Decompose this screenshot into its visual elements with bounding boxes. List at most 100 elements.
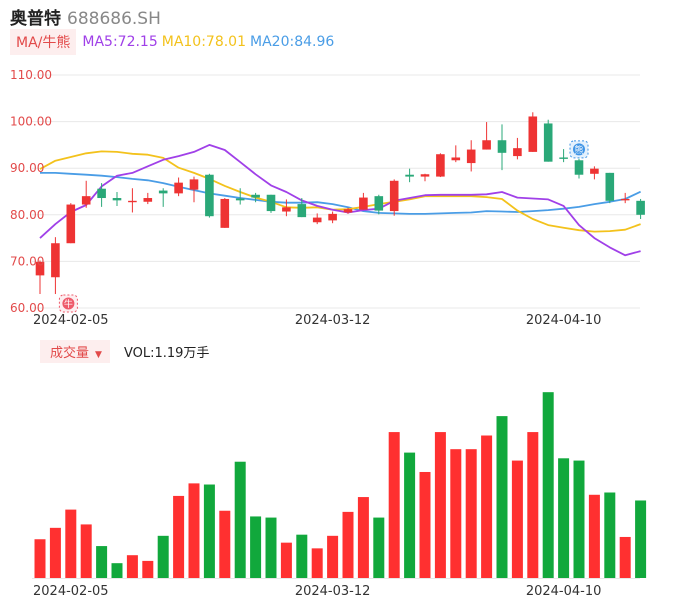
ma5-value: MA5:72.15 <box>82 34 158 50</box>
volume-bar[interactable] <box>527 432 539 578</box>
volume-bar[interactable] <box>280 542 292 578</box>
candle[interactable] <box>251 192 260 203</box>
volume-bar[interactable] <box>511 460 523 578</box>
volume-bar[interactable] <box>604 492 616 579</box>
candle[interactable] <box>436 153 445 178</box>
candle-body <box>482 140 491 150</box>
candle[interactable] <box>543 119 553 162</box>
volume-bar[interactable] <box>327 535 339 578</box>
volume-bar[interactable] <box>588 494 600 578</box>
candle[interactable] <box>282 199 291 217</box>
volume-bar[interactable] <box>219 510 231 578</box>
candle[interactable] <box>35 260 45 295</box>
volume-bar[interactable] <box>80 524 92 578</box>
candle[interactable] <box>590 166 599 180</box>
candle[interactable] <box>359 192 368 210</box>
candle[interactable] <box>636 198 645 219</box>
volume-bar[interactable] <box>203 484 215 578</box>
volume-bar[interactable] <box>311 548 323 578</box>
candle[interactable] <box>389 179 399 216</box>
volume-bar[interactable] <box>434 432 446 578</box>
candle[interactable] <box>235 188 245 205</box>
candle[interactable] <box>97 183 106 207</box>
candle[interactable] <box>220 198 230 228</box>
candle[interactable] <box>559 149 568 163</box>
candle-body <box>620 198 630 201</box>
volume-bar[interactable] <box>173 495 185 578</box>
volume-bar[interactable] <box>49 527 61 578</box>
volume-bar[interactable] <box>157 535 169 578</box>
volume-bar[interactable] <box>357 497 369 578</box>
volume-bar[interactable] <box>188 483 200 578</box>
ma5-line <box>39 143 641 257</box>
volume-bar[interactable] <box>635 500 647 578</box>
volume-bar[interactable] <box>34 539 46 578</box>
volume-bar[interactable] <box>404 452 416 578</box>
candle[interactable] <box>420 173 430 182</box>
candle[interactable] <box>266 194 276 213</box>
candle-body <box>343 209 353 213</box>
candle[interactable] <box>451 145 461 163</box>
stock-code: 688686.SH <box>67 9 161 29</box>
candle[interactable] <box>620 192 630 204</box>
candle-body <box>451 157 461 161</box>
volume-bar[interactable] <box>342 511 354 578</box>
volume-bar[interactable] <box>619 536 631 578</box>
volume-bar[interactable] <box>419 471 431 578</box>
candle[interactable] <box>66 203 76 244</box>
candle[interactable] <box>81 180 91 208</box>
candle[interactable] <box>297 198 307 218</box>
candle[interactable] <box>189 176 199 203</box>
volume-bar[interactable] <box>496 416 508 578</box>
volume-bar[interactable] <box>450 449 462 578</box>
volume-bar[interactable] <box>111 563 123 578</box>
volume-bar[interactable] <box>465 449 477 578</box>
candle[interactable] <box>51 237 60 295</box>
candle[interactable] <box>497 124 507 171</box>
dropdown-caret-icon: ▼ <box>95 349 102 360</box>
volume-bar[interactable] <box>558 458 570 578</box>
candle[interactable] <box>466 140 476 172</box>
volume-bar[interactable] <box>388 432 400 578</box>
bull-bear-markers: 牛熊 <box>58 140 589 313</box>
candle[interactable] <box>158 188 168 207</box>
volume-bar[interactable] <box>542 392 554 578</box>
volume-bar[interactable] <box>296 534 308 578</box>
candle-body <box>235 198 245 201</box>
volume-bar[interactable] <box>234 461 246 578</box>
candle[interactable] <box>513 137 522 160</box>
candle[interactable] <box>374 194 384 215</box>
volume-bar[interactable] <box>265 517 277 578</box>
candle[interactable] <box>205 173 214 218</box>
candle-body <box>605 172 615 201</box>
volume-bar[interactable] <box>126 555 138 578</box>
candle[interactable] <box>528 112 538 152</box>
volume-indicator-selector[interactable]: 成交量 ▼ <box>40 339 110 363</box>
ma-indicator-selector[interactable]: MA/牛熊 <box>10 29 77 55</box>
candle-body <box>574 160 584 175</box>
candle[interactable] <box>328 211 337 224</box>
candle[interactable] <box>405 168 414 183</box>
candle[interactable] <box>143 192 153 205</box>
volume-bar[interactable] <box>250 516 262 578</box>
volume-bar[interactable] <box>96 546 108 578</box>
bull-icon: 牛 <box>58 294 78 313</box>
candle-body <box>436 154 445 177</box>
candle[interactable] <box>174 177 183 197</box>
bear-icon-badge <box>573 143 585 156</box>
candle[interactable] <box>343 207 353 214</box>
candle-body <box>112 198 122 201</box>
candle[interactable] <box>574 158 584 179</box>
volume-bar[interactable] <box>573 460 585 578</box>
volume-bar[interactable] <box>373 517 385 578</box>
volume-bar[interactable] <box>481 435 493 579</box>
volume-bar[interactable] <box>65 509 77 578</box>
candle[interactable] <box>482 122 491 150</box>
candle[interactable] <box>312 213 322 225</box>
candle[interactable] <box>112 191 122 206</box>
candle[interactable] <box>605 172 615 204</box>
candle-body <box>405 174 414 177</box>
volume-bar[interactable] <box>142 560 154 578</box>
candle[interactable] <box>128 188 137 213</box>
